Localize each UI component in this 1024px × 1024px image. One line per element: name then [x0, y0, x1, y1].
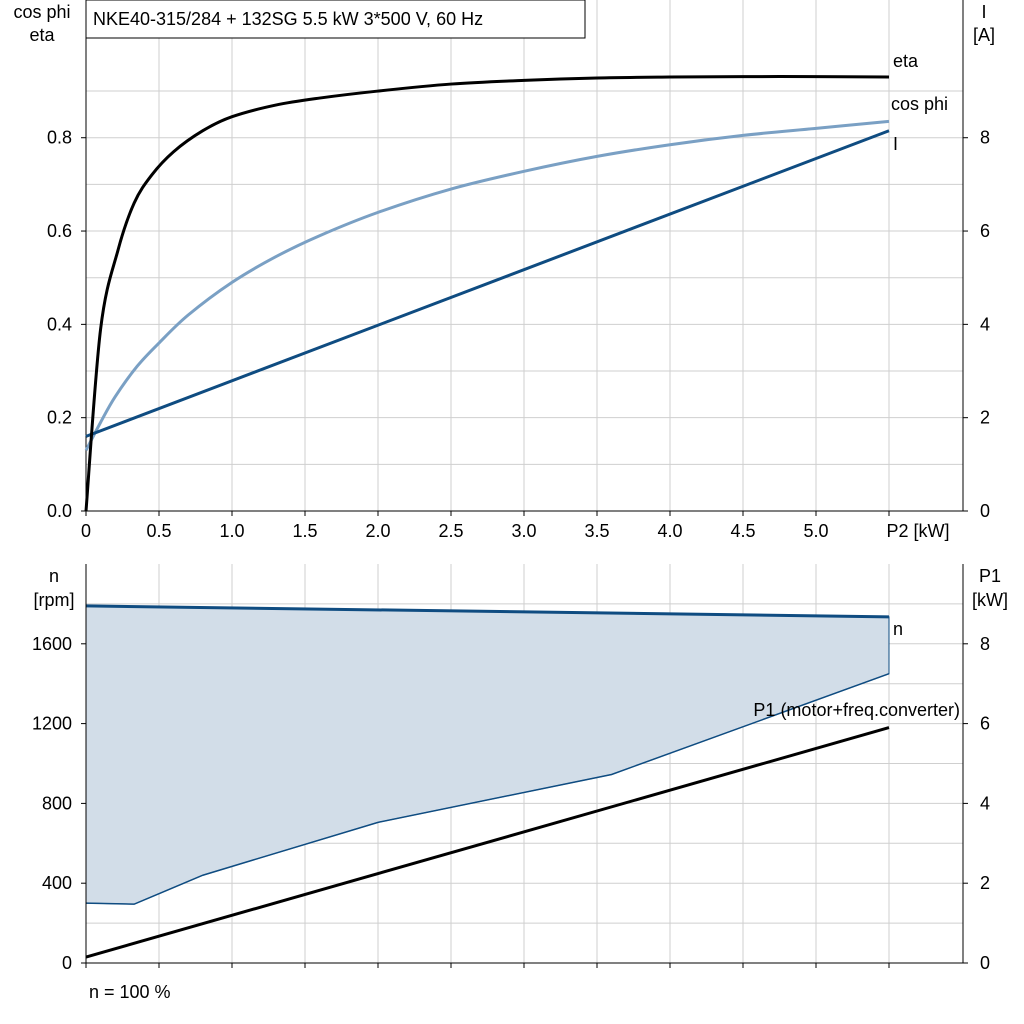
- series-label-p1: P1 (motor+freq.converter): [753, 700, 960, 720]
- top-left-tick-label: 0.8: [47, 128, 72, 148]
- top-grid: [86, 0, 963, 516]
- top-x-tick-label: 1.5: [292, 521, 317, 541]
- top-x-ticks: 0 0.5 1.0 1.5 2.0 2.5 3.0 3.5 4.0 4.5 5.0: [81, 511, 829, 541]
- bottom-left-axis-label-2: [rpm]: [33, 590, 74, 610]
- bottom-left-tick-label: 1200: [32, 714, 72, 734]
- top-left-axis-label-1: cos phi: [13, 2, 70, 22]
- bottom-right-tick-label: 4: [980, 793, 990, 813]
- top-x-tick-label: 4.0: [657, 521, 682, 541]
- series-label-cos-phi: cos phi: [891, 94, 948, 114]
- bottom-left-axis-label-1: n: [49, 566, 59, 586]
- top-x-tick-label: 2.5: [438, 521, 463, 541]
- bottom-left-ticks: 0 400 800 1200 1600: [32, 634, 86, 973]
- top-x-tick-label: 1.0: [219, 521, 244, 541]
- top-x-tick-label: 2.0: [365, 521, 390, 541]
- bottom-right-axis-label-2: [kW]: [972, 590, 1008, 610]
- top-x-tick-label: 4.5: [730, 521, 755, 541]
- top-x-tick-label: 5.0: [803, 521, 828, 541]
- top-x-tick-label: 0: [81, 521, 91, 541]
- bottom-right-tick-label: 6: [980, 714, 990, 734]
- bottom-left-tick-label: 1600: [32, 634, 72, 654]
- series-line-eta: [84, 75, 890, 512]
- top-left-tick-label: 0.0: [47, 501, 72, 521]
- bottom-panel: 0 400 800 1200 1600 0 2 4 6 8 n [rpm] P1 [kW] n …: [32, 564, 1008, 1002]
- series-line-speed: [85, 604, 890, 619]
- series-label-current: I: [893, 134, 898, 154]
- top-right-axis-label-2: [A]: [973, 25, 995, 45]
- series-line-min-speed: [85, 673, 890, 905]
- top-left-tick-label: 0.2: [47, 408, 72, 428]
- top-series-lines: [84, 75, 890, 512]
- top-right-tick-label: 2: [980, 408, 990, 428]
- series-line-p1: [85, 726, 890, 959]
- bottom-left-tick-label: 400: [42, 873, 72, 893]
- title-box: [85, 0, 586, 39]
- top-x-tick-label: 0.5: [146, 521, 171, 541]
- top-left-axis-label-2: eta: [29, 25, 55, 45]
- top-right-tick-label: 6: [980, 221, 990, 241]
- bottom-right-tick-label: 8: [980, 634, 990, 654]
- series-line-current: [85, 129, 890, 438]
- speed-footnote: n = 100 %: [89, 982, 171, 1002]
- top-right-axis-label-1: I: [981, 2, 986, 22]
- bottom-right-tick-label: 2: [980, 873, 990, 893]
- bottom-right-tick-label: 0: [980, 953, 990, 973]
- series-label-eta: eta: [893, 51, 919, 71]
- bottom-left-tick-label: 800: [42, 793, 72, 813]
- top-panel: 0 0.5 1.0 1.5 2.0 2.5 3.0 3.5 4.0 4.5 5.0 0.00.20.…: [13, 0, 995, 541]
- top-right-tick-label: 4: [980, 314, 990, 334]
- series-line-cos-phi: [84, 119, 890, 452]
- top-right-tick-label: 8: [980, 128, 990, 148]
- bottom-right-axis-label-1: P1: [979, 566, 1001, 586]
- top-right-tick-label: 0: [980, 501, 990, 521]
- series-label-speed: n: [893, 619, 903, 639]
- top-left-tick-label: 0.4: [47, 314, 72, 334]
- bottom-left-tick-label: 0: [62, 953, 72, 973]
- top-left-ticks: 0.0 0.2 0.4 0.6 0.8: [47, 128, 86, 521]
- bottom-series-lines: [85, 604, 890, 959]
- chart-title: NKE40-315/284 + 132SG 5.5 kW 3*500 V, 60…: [93, 9, 483, 29]
- top-x-tick-label: 3.0: [511, 521, 536, 541]
- bottom-x-ticks: [85, 963, 890, 968]
- top-right-ticks: 0 2 4 6 8: [963, 128, 990, 521]
- top-x-axis-label: P2 [kW]: [886, 521, 949, 541]
- top-left-tick-label: 0.6: [47, 221, 72, 241]
- top-x-tick-label: 3.5: [584, 521, 609, 541]
- bottom-right-ticks: 0 2 4 6 8: [963, 634, 990, 973]
